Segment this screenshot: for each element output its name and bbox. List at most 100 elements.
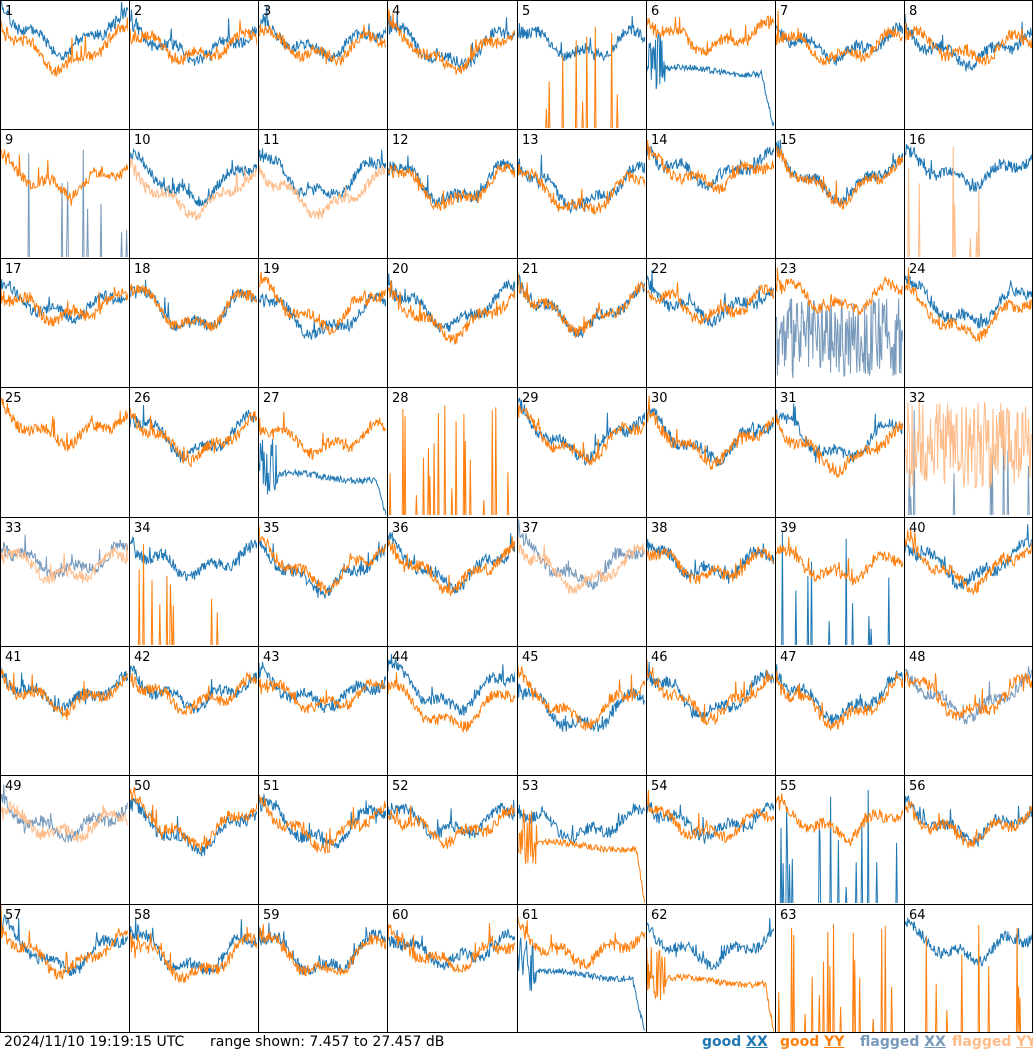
panel-label-5: 5	[522, 4, 530, 19]
series-yy-panel-64	[925, 924, 1022, 1032]
series-xx-panel-35	[259, 539, 386, 599]
legend-flagged-xx-pol: XX	[924, 1034, 946, 1050]
panel-21: 21	[518, 262, 645, 339]
panel-4: 4	[388, 4, 515, 75]
panel-60: 60	[388, 908, 515, 974]
series-xx-panel-31	[776, 403, 903, 463]
panel-label-18: 18	[134, 262, 151, 277]
panel-22: 22	[647, 262, 774, 328]
series-xx-panel-40	[905, 524, 1032, 590]
panel-44: 44	[388, 650, 515, 734]
panel-label-36: 36	[392, 521, 409, 536]
panel-25: 25	[1, 391, 128, 452]
series-yy-panel-3	[259, 24, 386, 67]
panel-28: 28	[388, 391, 510, 515]
series-yy-panel-8	[905, 22, 1032, 67]
panel-label-6: 6	[651, 4, 659, 19]
series-yy-panel-19	[259, 271, 386, 336]
panel-12: 12	[388, 133, 515, 211]
panel-label-43: 43	[263, 650, 280, 665]
panel-2: 2	[130, 4, 257, 66]
panel-label-19: 19	[263, 262, 280, 277]
panel-label-59: 59	[263, 908, 280, 923]
panel-37: 37	[518, 519, 645, 595]
panel-23: 23	[776, 262, 903, 379]
panel-18: 18	[130, 262, 257, 332]
series-xx-panel-57	[1, 914, 128, 977]
series-yy-panel-51	[259, 794, 386, 854]
legend-flagged-xx: flagged XX	[860, 1034, 946, 1050]
panel-label-23: 23	[780, 262, 797, 277]
series-yy-panel-41	[1, 669, 128, 721]
panel-10: 10	[130, 133, 257, 222]
series-xx-panel-54	[647, 801, 774, 844]
panel-label-26: 26	[134, 391, 151, 406]
panel-36: 36	[388, 521, 515, 596]
panel-label-2: 2	[134, 4, 142, 19]
panel-59: 59	[259, 908, 386, 977]
panel-label-20: 20	[392, 262, 409, 277]
series-yy-panel-37	[518, 538, 645, 595]
series-xx-panel-62	[647, 917, 774, 971]
panel-9: 9	[1, 133, 128, 257]
panel-58: 58	[130, 908, 257, 984]
panel-label-32: 32	[909, 391, 926, 406]
panel-6: 6	[647, 4, 774, 127]
panel-label-33: 33	[5, 521, 22, 536]
panel-16: 16	[905, 133, 1032, 257]
series-xx-panel-10	[130, 147, 257, 207]
panel-3: 3	[259, 4, 386, 67]
panel-label-60: 60	[392, 908, 409, 923]
panel-label-29: 29	[522, 391, 539, 406]
series-yy-panel-13	[518, 164, 645, 215]
series-yy-panel-59	[259, 924, 386, 977]
panel-label-25: 25	[5, 391, 22, 406]
panel-label-55: 55	[780, 779, 797, 794]
series-xx-panel-52	[388, 799, 515, 840]
series-yy-panel-48	[905, 671, 1032, 721]
panel-label-13: 13	[522, 133, 539, 148]
panel-label-4: 4	[392, 4, 400, 19]
series-xx-panel-16	[905, 144, 1032, 192]
legend-good-xx: good XX	[702, 1034, 768, 1050]
panel-label-3: 3	[263, 4, 271, 19]
panel-31: 31	[776, 391, 903, 478]
panel-53: 53	[518, 779, 645, 903]
series-xx-panel-43	[259, 661, 386, 713]
series-xx-panel-5	[518, 15, 645, 62]
series-yy-panel-32	[905, 401, 1032, 489]
series-xx-panel-61	[518, 937, 645, 1031]
panel-label-8: 8	[909, 4, 917, 19]
series-yy-panel-20	[388, 280, 515, 346]
panel-label-14: 14	[651, 133, 668, 148]
panel-43: 43	[259, 650, 386, 714]
panel-30: 30	[647, 391, 774, 470]
panel-label-30: 30	[651, 391, 668, 406]
series-yy-panel-17	[1, 286, 128, 327]
series-yy-panel-26	[130, 407, 257, 468]
panel-label-10: 10	[134, 133, 151, 148]
legend-good-yy: good YY	[780, 1034, 844, 1050]
panel-46: 46	[647, 650, 774, 726]
panel-label-61: 61	[522, 908, 539, 923]
panel-34: 34	[130, 521, 257, 645]
series-xx-panel-49	[1, 784, 128, 843]
panel-45: 45	[518, 650, 645, 733]
series-xx-panel-41	[1, 667, 128, 716]
series-yy-panel-42	[130, 671, 257, 716]
panel-39: 39	[776, 521, 903, 645]
panel-7: 7	[776, 4, 903, 66]
panel-label-44: 44	[392, 650, 409, 665]
series-yy-panel-1	[1, 17, 128, 78]
panel-label-58: 58	[134, 908, 151, 923]
series-xx-panel-30	[647, 403, 774, 468]
panel-35: 35	[259, 521, 386, 599]
series-yy-panel-11	[259, 165, 386, 220]
panel-label-52: 52	[392, 779, 409, 794]
panel-label-28: 28	[392, 391, 409, 406]
panel-label-9: 9	[5, 133, 13, 148]
panel-label-27: 27	[263, 391, 280, 406]
legend-flagged-yy: flagged YY	[952, 1034, 1033, 1050]
series-yy-panel-9	[1, 149, 128, 206]
